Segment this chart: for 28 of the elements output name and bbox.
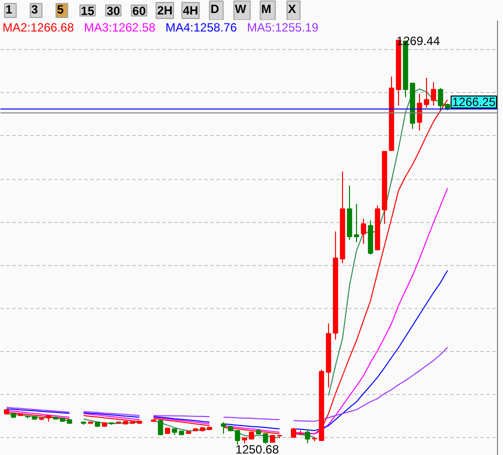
text: MA2:1266.68 [2,20,74,34]
category-label: M [261,2,272,16]
ref-line-label: 1266.25 [452,95,496,110]
candlestick [220,422,226,434]
annotation: 1269.44 [396,34,440,48]
candlestick [158,420,164,436]
candlestick [424,77,430,108]
category-label: X [288,2,296,16]
candlestick [234,430,240,446]
text: MA5:1255.19 [247,20,319,34]
category-label: D [210,2,220,16]
category-label: 3 [31,2,38,16]
text: MA4:1258.76 [166,20,238,34]
candlestick [438,88,444,112]
category-label: 4H [182,4,198,18]
category-label: 1 [6,2,13,16]
category-label: W [234,2,247,16]
category-label: 30 [106,4,120,18]
category-label: 60 [132,4,146,18]
candlestick [360,218,366,244]
candlestick [304,429,310,444]
category-label: 15 [80,4,95,18]
text: MA3:1262.58 [84,20,156,34]
category-label: 5 [57,2,64,16]
candlestick [354,203,360,243]
annotation: 1250.68 [236,442,280,455]
candlestick [430,82,436,106]
category-label: 2H [157,4,172,18]
